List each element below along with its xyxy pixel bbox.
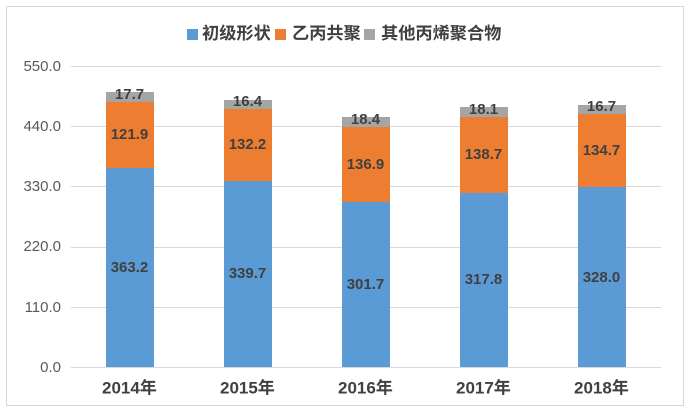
svg-text:2015: 2015 [220,378,258,397]
svg-text:2016: 2016 [338,378,376,397]
svg-text:2018: 2018 [574,378,612,397]
svg-text:2017: 2017 [456,378,494,397]
svg-text:2014: 2014 [102,378,140,397]
